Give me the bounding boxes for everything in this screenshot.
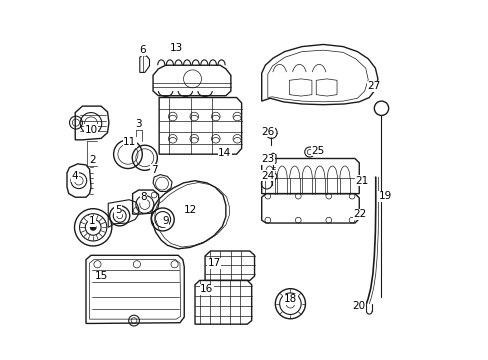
- Text: 3: 3: [135, 120, 142, 129]
- Text: 26: 26: [261, 127, 274, 136]
- Text: 18: 18: [283, 294, 296, 304]
- Text: 21: 21: [355, 176, 368, 186]
- Circle shape: [90, 225, 96, 230]
- Text: 9: 9: [162, 216, 168, 226]
- Text: 16: 16: [200, 284, 213, 294]
- Circle shape: [117, 213, 122, 219]
- Text: 15: 15: [94, 271, 107, 281]
- Text: 23: 23: [261, 154, 274, 164]
- Text: 27: 27: [367, 81, 380, 91]
- Text: 14: 14: [218, 148, 231, 158]
- Text: 22: 22: [353, 209, 366, 219]
- Text: 2: 2: [89, 155, 95, 165]
- Text: 5: 5: [115, 206, 122, 216]
- Text: 20: 20: [351, 301, 365, 311]
- Text: 17: 17: [207, 258, 220, 268]
- Text: 25: 25: [311, 145, 324, 156]
- Text: 13: 13: [169, 43, 183, 53]
- Text: 12: 12: [183, 206, 197, 216]
- Text: 19: 19: [378, 191, 391, 201]
- Text: 7: 7: [150, 165, 157, 175]
- Text: 4: 4: [72, 171, 79, 181]
- Text: 8: 8: [140, 192, 146, 202]
- Text: 24: 24: [261, 171, 274, 181]
- Text: 10: 10: [84, 125, 98, 135]
- Text: 6: 6: [139, 45, 145, 55]
- Text: 11: 11: [123, 138, 136, 147]
- Text: 1: 1: [89, 216, 95, 226]
